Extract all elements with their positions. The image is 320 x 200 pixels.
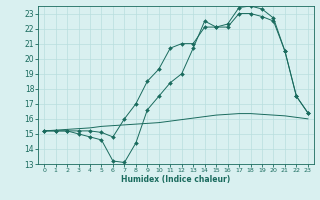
X-axis label: Humidex (Indice chaleur): Humidex (Indice chaleur) — [121, 175, 231, 184]
